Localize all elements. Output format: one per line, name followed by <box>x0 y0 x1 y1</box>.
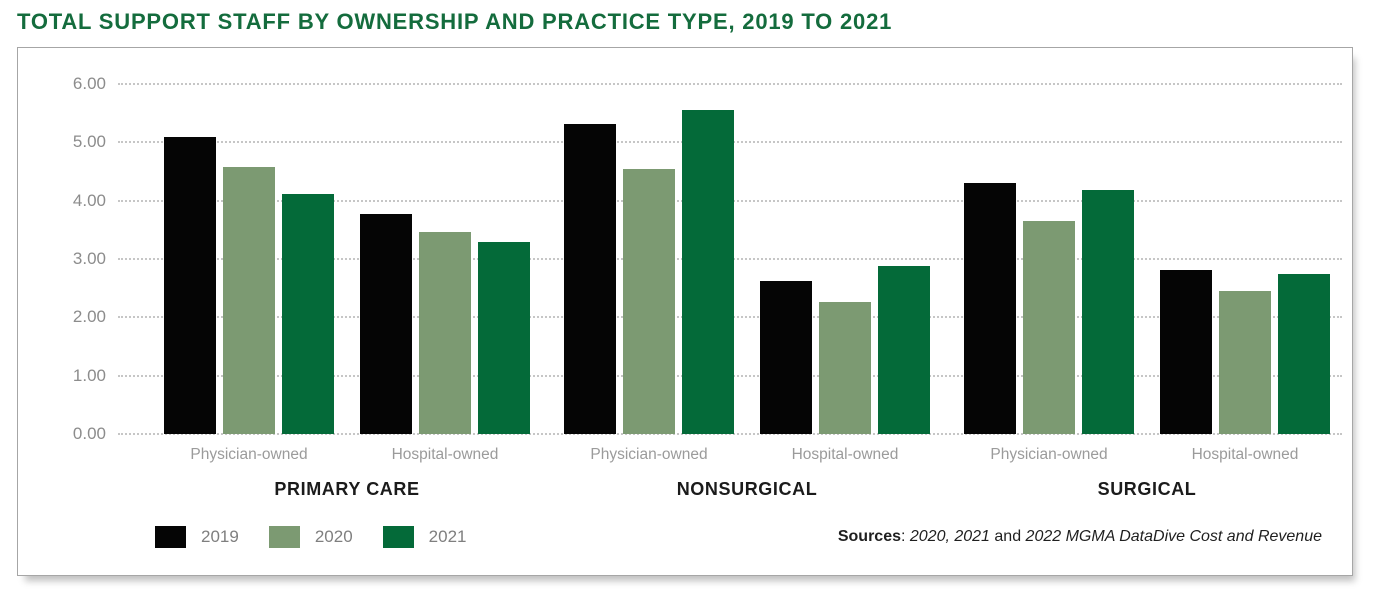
legend: 2019 2020 2021 <box>155 526 466 548</box>
chart-plot-area: 6.00 5.00 4.00 3.00 2.00 1.00 0.00 Physician-o… <box>18 74 1352 500</box>
legend-label: 2019 <box>201 527 239 546</box>
bar-2020 <box>1219 291 1271 434</box>
bar-group: Physician-owned Hospital-owned SURGICAL <box>964 84 1330 500</box>
bar-2019 <box>1160 269 1212 434</box>
bar-trio <box>964 84 1134 434</box>
group-label: SURGICAL <box>1097 479 1197 499</box>
legend-swatch-icon <box>268 526 300 548</box>
bar-subgroup: Physician-owned <box>164 84 334 464</box>
bar-trio <box>760 84 930 434</box>
y-tick-label: 5.00 <box>72 132 106 152</box>
bar-subgroup: Hospital-owned <box>1160 84 1330 464</box>
gridline <box>118 433 1342 435</box>
bar-2021 <box>282 194 334 434</box>
bar-2021 <box>478 241 530 434</box>
bar-subgroup: Physician-owned <box>964 84 1134 464</box>
bar-group-trios: Physician-owned Hospital-owned <box>564 84 930 464</box>
chart-footer: 2019 2020 2021 Sources: 2020, 2021 and 202… <box>18 526 1352 548</box>
legend-item-2020: 2020 <box>268 526 353 548</box>
bar-subgroup: Physician-owned <box>564 84 734 464</box>
bar-2020 <box>1023 220 1075 434</box>
gridline <box>118 83 1342 85</box>
bar-2019 <box>360 213 412 434</box>
legend-swatch-icon <box>382 526 414 548</box>
bar-trio <box>360 84 530 434</box>
legend-swatch-icon <box>155 526 186 548</box>
bar-2019 <box>964 183 1016 434</box>
bar-2021 <box>1082 190 1134 434</box>
bar-2021 <box>878 266 930 434</box>
bar-subgroup: Hospital-owned <box>360 84 530 464</box>
bar-2021 <box>1278 274 1330 434</box>
group-label: PRIMARY CARE <box>274 479 420 499</box>
bar-2019 <box>164 136 216 434</box>
y-axis: 6.00 5.00 4.00 3.00 2.00 1.00 0.00 <box>18 74 118 443</box>
sources-label: Sources <box>837 528 901 545</box>
y-tick-label: 4.00 <box>72 190 106 210</box>
sources-note: Sources: 2020, 2021 and 2022 MGMA DataDi… <box>838 528 1322 546</box>
bar-group: Physician-owned Hospital-owned NONSURGICAL <box>564 84 930 500</box>
groups-row: Physician-owned Hospital-owned PRIMARY CAR… <box>118 84 1342 500</box>
sources-publication: 2022 MGMA DataDive Cost and Revenue <box>1025 528 1322 545</box>
bar-2021 <box>682 109 734 434</box>
sources-connector: and <box>989 528 1026 545</box>
bar-group: Physician-owned Hospital-owned PRIMARY CAR… <box>164 84 530 500</box>
y-tick-label: 0.00 <box>72 424 106 443</box>
bar-group-trios: Physician-owned Hospital-owned <box>164 84 530 464</box>
legend-item-2021: 2021 <box>382 526 467 548</box>
subgroup-label: Physician-owned <box>190 446 308 463</box>
bar-subgroup: Hospital-owned <box>760 84 930 464</box>
group-label: NONSURGICAL <box>676 479 818 499</box>
sources-separator: : <box>900 528 910 545</box>
y-tick-label: 2.00 <box>72 307 106 327</box>
legend-label: 2020 <box>314 527 353 546</box>
legend-label: 2021 <box>428 527 467 546</box>
bar-2020 <box>419 232 471 434</box>
subgroup-label: Hospital-owned <box>1191 446 1299 463</box>
y-tick-label: 6.00 <box>72 74 106 93</box>
bar-trio <box>164 84 334 434</box>
sources-years-1: 2020, 2021 <box>909 528 990 545</box>
page-title: TOTAL SUPPORT STAFF BY OWNERSHIP AND PRA… <box>17 9 893 34</box>
bar-trio <box>1160 84 1330 434</box>
subgroup-label: Hospital-owned <box>791 446 899 463</box>
bar-2019 <box>760 280 812 434</box>
bar-trio <box>564 84 734 434</box>
chart-container: 6.00 5.00 4.00 3.00 2.00 1.00 0.00 Physician-o… <box>17 47 1353 576</box>
bar-2020 <box>623 168 675 434</box>
subgroup-label: Physician-owned <box>990 446 1108 463</box>
subgroup-label: Hospital-owned <box>391 446 499 463</box>
bar-2019 <box>564 123 616 434</box>
y-tick-label: 3.00 <box>72 249 106 268</box>
bar-2020 <box>223 167 275 434</box>
bar-2020 <box>819 301 871 434</box>
bar-group-trios: Physician-owned Hospital-owned <box>964 84 1330 464</box>
subgroup-label: Physician-owned <box>590 446 708 463</box>
plot: Physician-owned Hospital-owned PRIMARY CAR… <box>118 83 1342 500</box>
y-tick-label: 1.00 <box>72 365 106 385</box>
legend-item-2019: 2019 <box>155 526 239 548</box>
